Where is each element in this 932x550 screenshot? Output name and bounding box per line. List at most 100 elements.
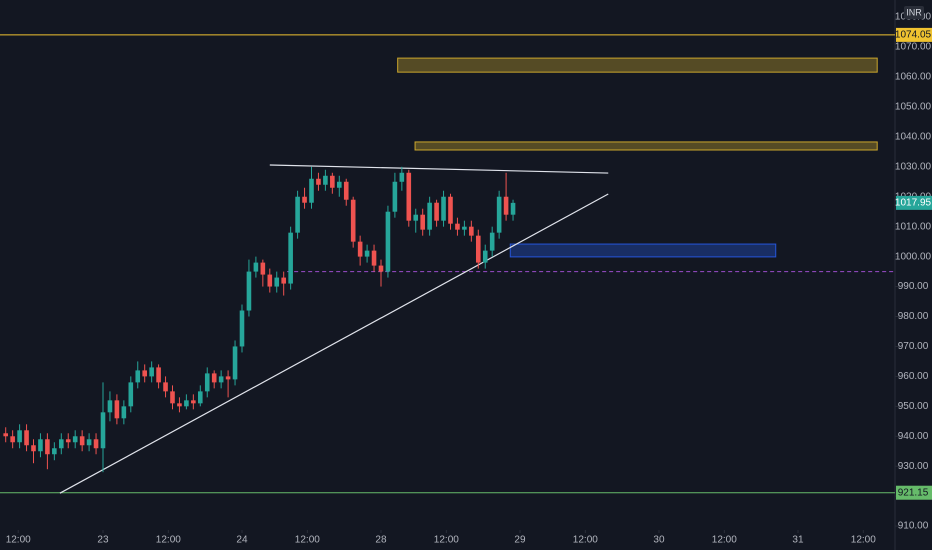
price-badge-label: 921.15 xyxy=(898,487,929,498)
y-tick-label: 1050.00 xyxy=(895,102,932,113)
candle-body xyxy=(336,181,342,188)
candle-body xyxy=(128,382,134,407)
candle-body xyxy=(427,202,432,230)
y-tick-label: 970.00 xyxy=(898,341,929,352)
x-tick-label: 24 xyxy=(236,535,248,546)
candle-body xyxy=(170,391,175,404)
y-tick-label: 950.00 xyxy=(898,401,929,412)
x-tick-label: 31 xyxy=(792,535,804,546)
candle-body xyxy=(211,373,217,383)
candle-body xyxy=(462,226,467,230)
candle-body xyxy=(455,223,460,230)
candle-body xyxy=(52,448,57,455)
candle-body xyxy=(135,370,141,383)
y-tick-label: 1010.00 xyxy=(895,221,932,232)
candle-body xyxy=(246,271,252,311)
price-badge xyxy=(896,27,932,42)
candle-body xyxy=(38,439,43,452)
candle-body xyxy=(184,400,189,407)
zone xyxy=(397,57,878,73)
candle-body xyxy=(441,196,446,221)
zone xyxy=(509,243,777,258)
candle-body xyxy=(3,433,8,437)
candle-body xyxy=(149,367,154,377)
candle-body xyxy=(302,196,307,203)
price-badge xyxy=(896,195,932,210)
zone xyxy=(414,141,878,151)
candle-body xyxy=(510,202,516,215)
x-tick-label: 12:00 xyxy=(6,535,31,546)
candle-body xyxy=(448,196,453,224)
candle-body xyxy=(177,403,182,407)
candle-body xyxy=(343,181,349,200)
x-tick-label: 29 xyxy=(514,535,526,546)
candle-body xyxy=(100,412,106,449)
candle-body xyxy=(72,436,78,443)
candle-body xyxy=(288,232,293,284)
candle-body xyxy=(475,235,481,263)
candle-body xyxy=(364,250,370,257)
candle-body xyxy=(93,439,99,449)
candle-body xyxy=(295,196,300,233)
y-tick-label: 960.00 xyxy=(898,371,929,382)
candle-body xyxy=(58,439,64,449)
y-tick-label: 1000.00 xyxy=(895,251,932,262)
x-tick-label: 30 xyxy=(653,535,665,546)
y-tick-label: 930.00 xyxy=(898,461,929,472)
candle-body xyxy=(420,214,425,230)
x-tick-label: 28 xyxy=(375,535,387,546)
candle-body xyxy=(204,373,210,392)
y-tick-label: 980.00 xyxy=(898,311,929,322)
price-badge-label: 1074.05 xyxy=(895,30,932,41)
candle-body xyxy=(65,439,71,443)
candle-body xyxy=(316,178,321,185)
candle-body xyxy=(17,430,22,443)
candle-body xyxy=(121,406,127,419)
candle-body xyxy=(413,214,419,221)
candle-body xyxy=(86,439,92,446)
candle-body xyxy=(406,172,412,221)
candle-body xyxy=(142,370,147,377)
candle-body xyxy=(45,439,50,455)
y-tick-label: 1060.00 xyxy=(895,72,932,83)
candle-body xyxy=(496,196,502,233)
candle-body xyxy=(156,367,161,383)
candle-body xyxy=(232,346,238,380)
candle-body xyxy=(385,211,391,272)
candle-body xyxy=(31,445,36,452)
y-tick-label: 1070.00 xyxy=(895,42,932,53)
candle-body xyxy=(191,400,196,404)
price-badge-label: 1017.95 xyxy=(895,198,932,209)
candle-body xyxy=(225,376,231,380)
y-tick-label: 1030.00 xyxy=(895,161,932,172)
candle-body xyxy=(10,436,15,443)
y-tick-label: 990.00 xyxy=(898,281,929,292)
candle-body xyxy=(24,430,29,446)
currency-label: INR xyxy=(906,7,922,17)
x-tick-label: 12:00 xyxy=(434,535,459,546)
candle-body xyxy=(114,400,120,419)
trend-line xyxy=(269,164,609,174)
candle-body xyxy=(378,265,384,272)
x-tick-label: 12:00 xyxy=(573,535,598,546)
candle-body xyxy=(503,196,509,215)
candle-body xyxy=(392,181,398,212)
x-tick-label: 12:00 xyxy=(712,535,737,546)
y-tick-label: 1040.00 xyxy=(895,131,932,142)
x-tick-label: 12:00 xyxy=(156,535,181,546)
candle-body xyxy=(323,175,328,185)
candle-body xyxy=(281,277,286,284)
candle-body xyxy=(197,391,203,404)
candle-body xyxy=(79,436,85,446)
candle-body xyxy=(371,250,377,266)
candle-body xyxy=(482,250,488,263)
candle-body xyxy=(253,262,259,272)
y-tick-label: 940.00 xyxy=(898,431,929,442)
candle-body xyxy=(267,274,273,287)
candle-body xyxy=(330,175,335,188)
x-tick-label: 23 xyxy=(97,535,109,546)
candle-body xyxy=(309,178,314,203)
candle-body xyxy=(218,376,224,383)
